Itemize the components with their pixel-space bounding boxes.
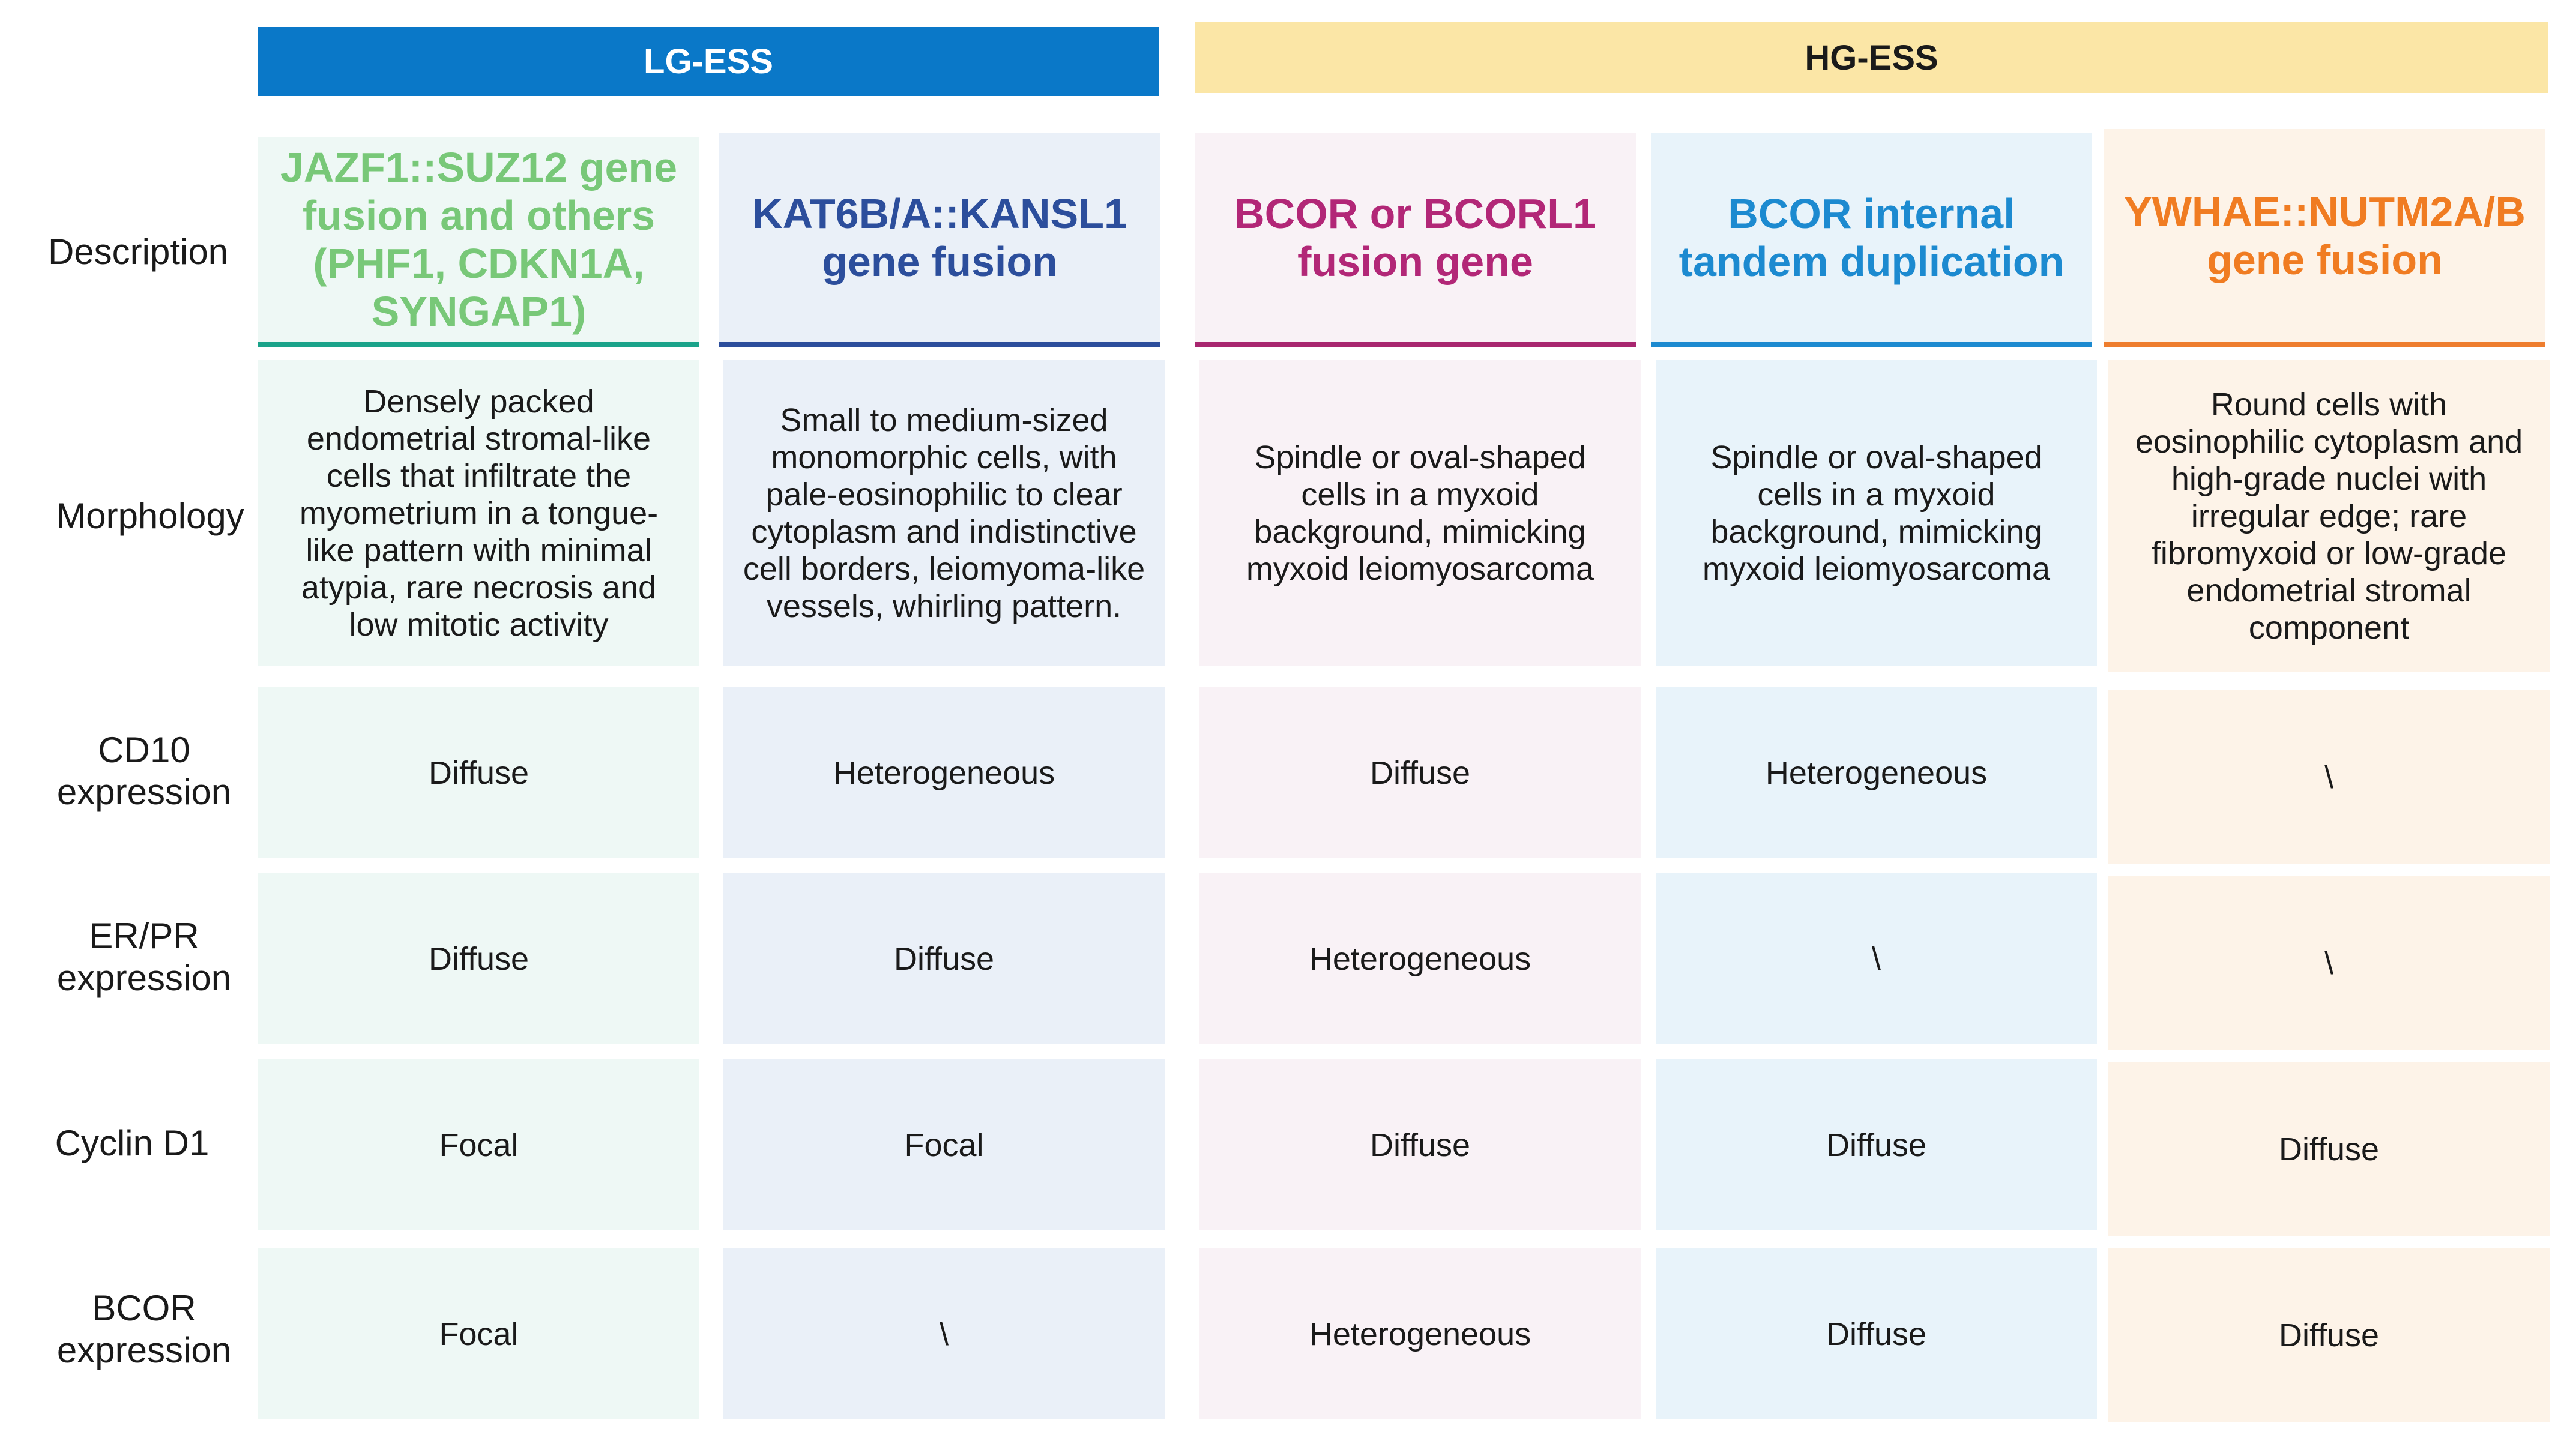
cd10-jazf1-suz12: Diffuse	[258, 687, 699, 858]
bcor-ywhae-nutm2: Diffuse	[2108, 1248, 2550, 1422]
erpr-ywhae-nutm2: \	[2108, 876, 2550, 1050]
row-label-erpr: ER/PR expression	[56, 916, 232, 998]
row-label-bcor: BCOR expression	[56, 1288, 232, 1370]
cyclin-kat6b-kansl1: Focal	[723, 1059, 1165, 1230]
cd10-bcor-itd: Heterogeneous	[1656, 687, 2097, 858]
bcor-bcor-itd: Diffuse	[1656, 1248, 2097, 1419]
row-label-description: Description	[47, 232, 229, 272]
erpr-kat6b-kansl1: Diffuse	[723, 873, 1165, 1044]
cyclin-bcor-itd: Diffuse	[1656, 1059, 2097, 1230]
cd10-ywhae-nutm2: \	[2108, 690, 2550, 864]
erpr-bcor-itd: \	[1656, 873, 2097, 1044]
bcor-kat6b-kansl1: \	[723, 1248, 1165, 1419]
row-label-morphology: Morphology	[56, 496, 244, 536]
cyclin-ywhae-nutm2: Diffuse	[2108, 1062, 2550, 1236]
description-bcor-itd: BCOR internal tandem duplication	[1651, 133, 2092, 347]
bcor-bcor-bcorl1: Heterogeneous	[1199, 1248, 1641, 1419]
group-header-hg-ess: HG-ESS	[1195, 22, 2548, 93]
cyclin-jazf1-suz12: Focal	[258, 1059, 699, 1230]
bcor-jazf1-suz12: Focal	[258, 1248, 699, 1419]
morphology-bcor-bcorl1: Spindle or oval-shaped cells in a myxoid…	[1199, 360, 1641, 666]
cd10-kat6b-kansl1: Heterogeneous	[723, 687, 1165, 858]
description-bcor-bcorl1: BCOR or BCORL1 fusion gene	[1195, 133, 1636, 347]
erpr-jazf1-suz12: Diffuse	[258, 873, 699, 1044]
description-jazf1-suz12: JAZF1::SUZ12 gene fusion and others (PHF…	[258, 137, 699, 347]
row-label-cd10: CD10 expression	[56, 730, 232, 812]
morphology-ywhae-nutm2: Round cells with eosinophilic cytoplasm …	[2108, 360, 2550, 672]
row-label-cyclin-d1: Cyclin D1	[55, 1123, 210, 1163]
description-kat6b-kansl1: KAT6B/A::KANSL1 gene fusion	[719, 133, 1160, 347]
morphology-jazf1-suz12: Densely packed endometrial stromal-like …	[258, 360, 699, 666]
group-header-lg-ess: LG-ESS	[258, 27, 1159, 96]
morphology-kat6b-kansl1: Small to medium-sized monomorphic cells,…	[723, 360, 1165, 666]
morphology-bcor-itd: Spindle or oval-shaped cells in a myxoid…	[1656, 360, 2097, 666]
description-ywhae-nutm2: YWHAE::NUTM2A/B gene fusion	[2104, 129, 2545, 347]
cyclin-bcor-bcorl1: Diffuse	[1199, 1059, 1641, 1230]
cd10-bcor-bcorl1: Diffuse	[1199, 687, 1641, 858]
erpr-bcor-bcorl1: Heterogeneous	[1199, 873, 1641, 1044]
